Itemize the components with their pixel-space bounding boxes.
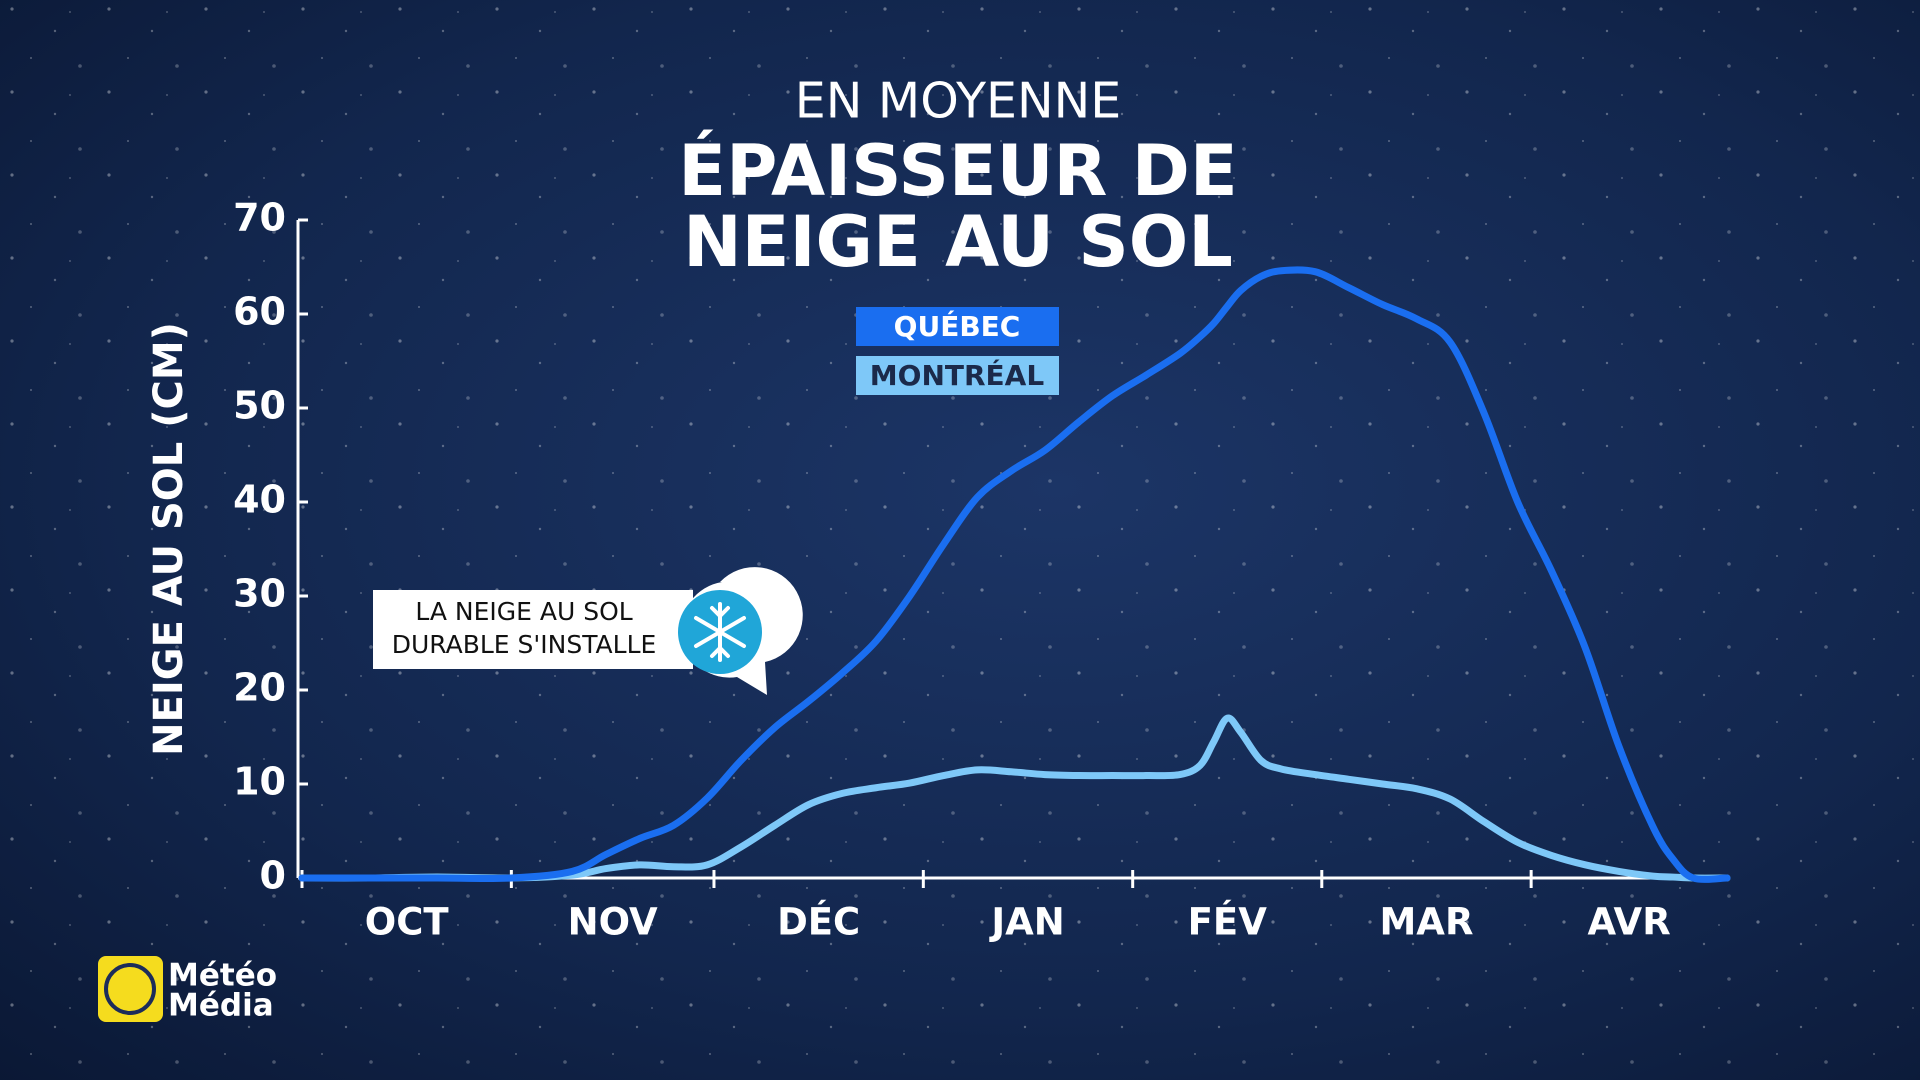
line (298, 266, 1731, 883)
x-tick-label: MAR (1379, 901, 1473, 944)
y-tick-label: 0 (260, 854, 286, 898)
y-tick-label: 70 (233, 196, 286, 240)
x-tick-label: NOV (568, 901, 658, 944)
legend: QUÉBEC MONTRÉAL (856, 307, 1059, 395)
plot: 0 10 20 30 40 50 60 70 OCT NOV DÉC JAN FÉV MAR AVR (233, 196, 1731, 944)
legend-label: MONTRÉAL (870, 358, 1045, 392)
y-tick-label: 60 (233, 290, 286, 334)
y-axis-label: NEIGE AU SOL (CM) (146, 322, 192, 756)
y-tick-label: 50 (233, 384, 286, 428)
x-tick-label: AVR (1587, 901, 1670, 944)
x-tick-label: FÉV (1188, 900, 1268, 944)
y-tick-label: 30 (233, 572, 286, 616)
logo: Météo Média (98, 956, 277, 1024)
title: ÉPAISSEUR DE (678, 130, 1237, 212)
y-tick-label: 10 (233, 760, 286, 804)
x-tick-label: DÉC (777, 900, 860, 944)
x-tick-label: OCT (365, 901, 450, 944)
annotation-box (373, 590, 693, 669)
line (298, 714, 1731, 882)
snowflake-icon (694, 602, 746, 662)
legend-label: QUÉBEC (894, 309, 1021, 343)
title: NEIGE AU SOL (683, 201, 1233, 283)
legend-swatch (856, 307, 1059, 346)
logo-globe (104, 963, 156, 1015)
y-tick-label: 20 (233, 666, 286, 710)
y-tick-label: 40 (233, 478, 286, 522)
subtitle: EN MOYENNE (795, 73, 1122, 130)
x-tick-label: JAN (988, 901, 1064, 944)
logo-text: Météo (168, 958, 277, 994)
annotation-text: LA NEIGE AU SOL (415, 597, 632, 626)
logo-text: Média (168, 988, 274, 1024)
annotation-text: DURABLE S'INSTALLE (392, 630, 657, 659)
annotation: LA NEIGE AU SOL DURABLE S'INSTALLE (373, 567, 803, 695)
legend-swatch (856, 356, 1059, 395)
